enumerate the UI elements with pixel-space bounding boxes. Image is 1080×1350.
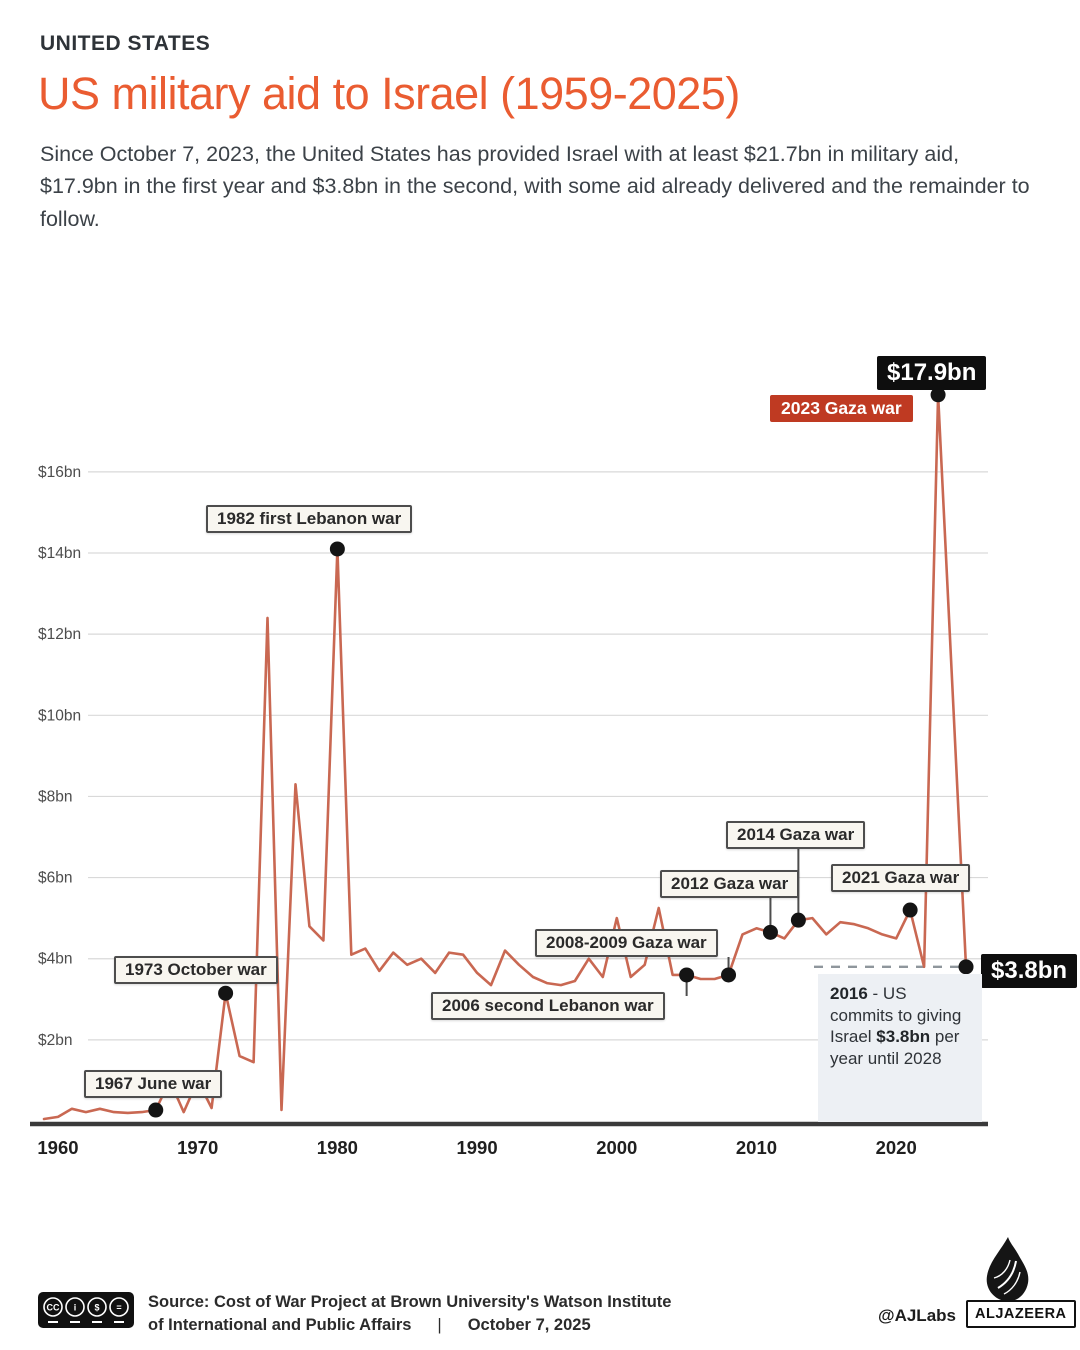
- svg-text:$: $: [94, 1303, 99, 1313]
- y-tick-$2bn: $2bn: [38, 1032, 72, 1049]
- note-2016-text-b: per year until 2028: [830, 1027, 960, 1068]
- aljazeera-flame-icon: [986, 1237, 1029, 1302]
- svg-text:=: =: [116, 1303, 121, 1313]
- cc-license-badge: CC i $ =: [38, 1292, 134, 1328]
- note-2016-bold-amount: $3.8bn: [876, 1027, 931, 1047]
- event-dot-$3.8bn: [958, 959, 974, 975]
- x-tick-1960: 1960: [37, 1137, 78, 1158]
- annotation-1967-june-war: 1967 June war: [84, 1070, 223, 1098]
- svg-text:CC: CC: [47, 1303, 60, 1313]
- cc-icon: [43, 1297, 63, 1317]
- y-tick-$10bn: $10bn: [38, 707, 81, 724]
- source-divider: |: [437, 1316, 442, 1335]
- note-2016-bold-year: 2016: [830, 984, 868, 1003]
- annotation-1982-lebanon-war: 1982 first Lebanon war: [206, 505, 413, 533]
- annotation-2023-gaza-war-badge: 2023 Gaza war: [770, 395, 913, 422]
- annotation-2021-gaza-war: 2021 Gaza war: [831, 864, 971, 892]
- event-dot-2008-2009 Gaza war: [721, 967, 737, 983]
- event-dot-2006 second Lebanon war: [679, 967, 695, 983]
- by-icon: [65, 1297, 85, 1317]
- ajlabs-credit: @AJLabs: [878, 1306, 956, 1325]
- annotation-2012-gaza-war: 2012 Gaza war: [660, 870, 800, 898]
- x-tick-2010: 2010: [736, 1137, 777, 1158]
- annotation-1973-october-war: 1973 October war: [114, 956, 278, 984]
- event-dot-2023 Gaza war: [930, 387, 946, 403]
- aljazeera-logo: ALJAZEERA: [966, 1300, 1076, 1328]
- event-dot-1967 June war: [148, 1102, 164, 1118]
- subtitle-text: Since October 7, 2023, the United States…: [40, 142, 1030, 231]
- x-tick-2020: 2020: [876, 1137, 917, 1158]
- x-tick-1990: 1990: [456, 1137, 497, 1158]
- y-tick-$12bn: $12bn: [38, 626, 81, 643]
- peak-value-badge: $17.9bn: [877, 356, 987, 390]
- annotation-2014-gaza-war: 2014 Gaza war: [726, 821, 866, 849]
- y-tick-$4bn: $4bn: [38, 951, 72, 968]
- nd-icon: [109, 1297, 129, 1317]
- annotation-2006-lebanon-war: 2006 second Lebanon war: [431, 992, 665, 1020]
- source-date: October 7, 2025: [467, 1316, 591, 1335]
- event-dot-2014 Gaza war: [790, 912, 806, 928]
- note-2016-text-a: - US commits to giving Israel: [830, 984, 962, 1047]
- page-title: US military aid to Israel (1959-2025): [38, 68, 740, 119]
- final-value-badge: $3.8bn: [981, 954, 1078, 988]
- kicker-label: UNITED STATES: [40, 32, 211, 55]
- y-tick-$8bn: $8bn: [38, 788, 72, 805]
- source-line-2: of International and Public Affairs | Octo…: [148, 1314, 708, 1337]
- event-dot-1982 first Lebanon war: [329, 541, 345, 557]
- source-attribution: Source: Cost of War Project at Brown Uni…: [148, 1291, 708, 1337]
- note-2016-commitment: 2016 - US commits to giving Israel $3.8b…: [818, 974, 982, 1122]
- y-tick-$6bn: $6bn: [38, 870, 72, 887]
- annotation-2008-2009-gaza-war: 2008-2009 Gaza war: [535, 929, 718, 957]
- svg-text:i: i: [74, 1303, 77, 1313]
- source-line-1: Source: Cost of War Project at Brown Uni…: [148, 1293, 672, 1311]
- event-dot-2012 Gaza war: [762, 924, 778, 940]
- y-tick-$16bn: $16bn: [38, 464, 81, 481]
- y-tick-$14bn: $14bn: [38, 545, 81, 562]
- event-dot-1973 October war: [218, 985, 234, 1001]
- x-tick-2000: 2000: [596, 1137, 637, 1158]
- nc-icon: [87, 1297, 107, 1317]
- x-tick-1970: 1970: [177, 1137, 218, 1158]
- x-tick-1980: 1980: [317, 1137, 358, 1158]
- event-dot-2021 Gaza war: [902, 902, 918, 918]
